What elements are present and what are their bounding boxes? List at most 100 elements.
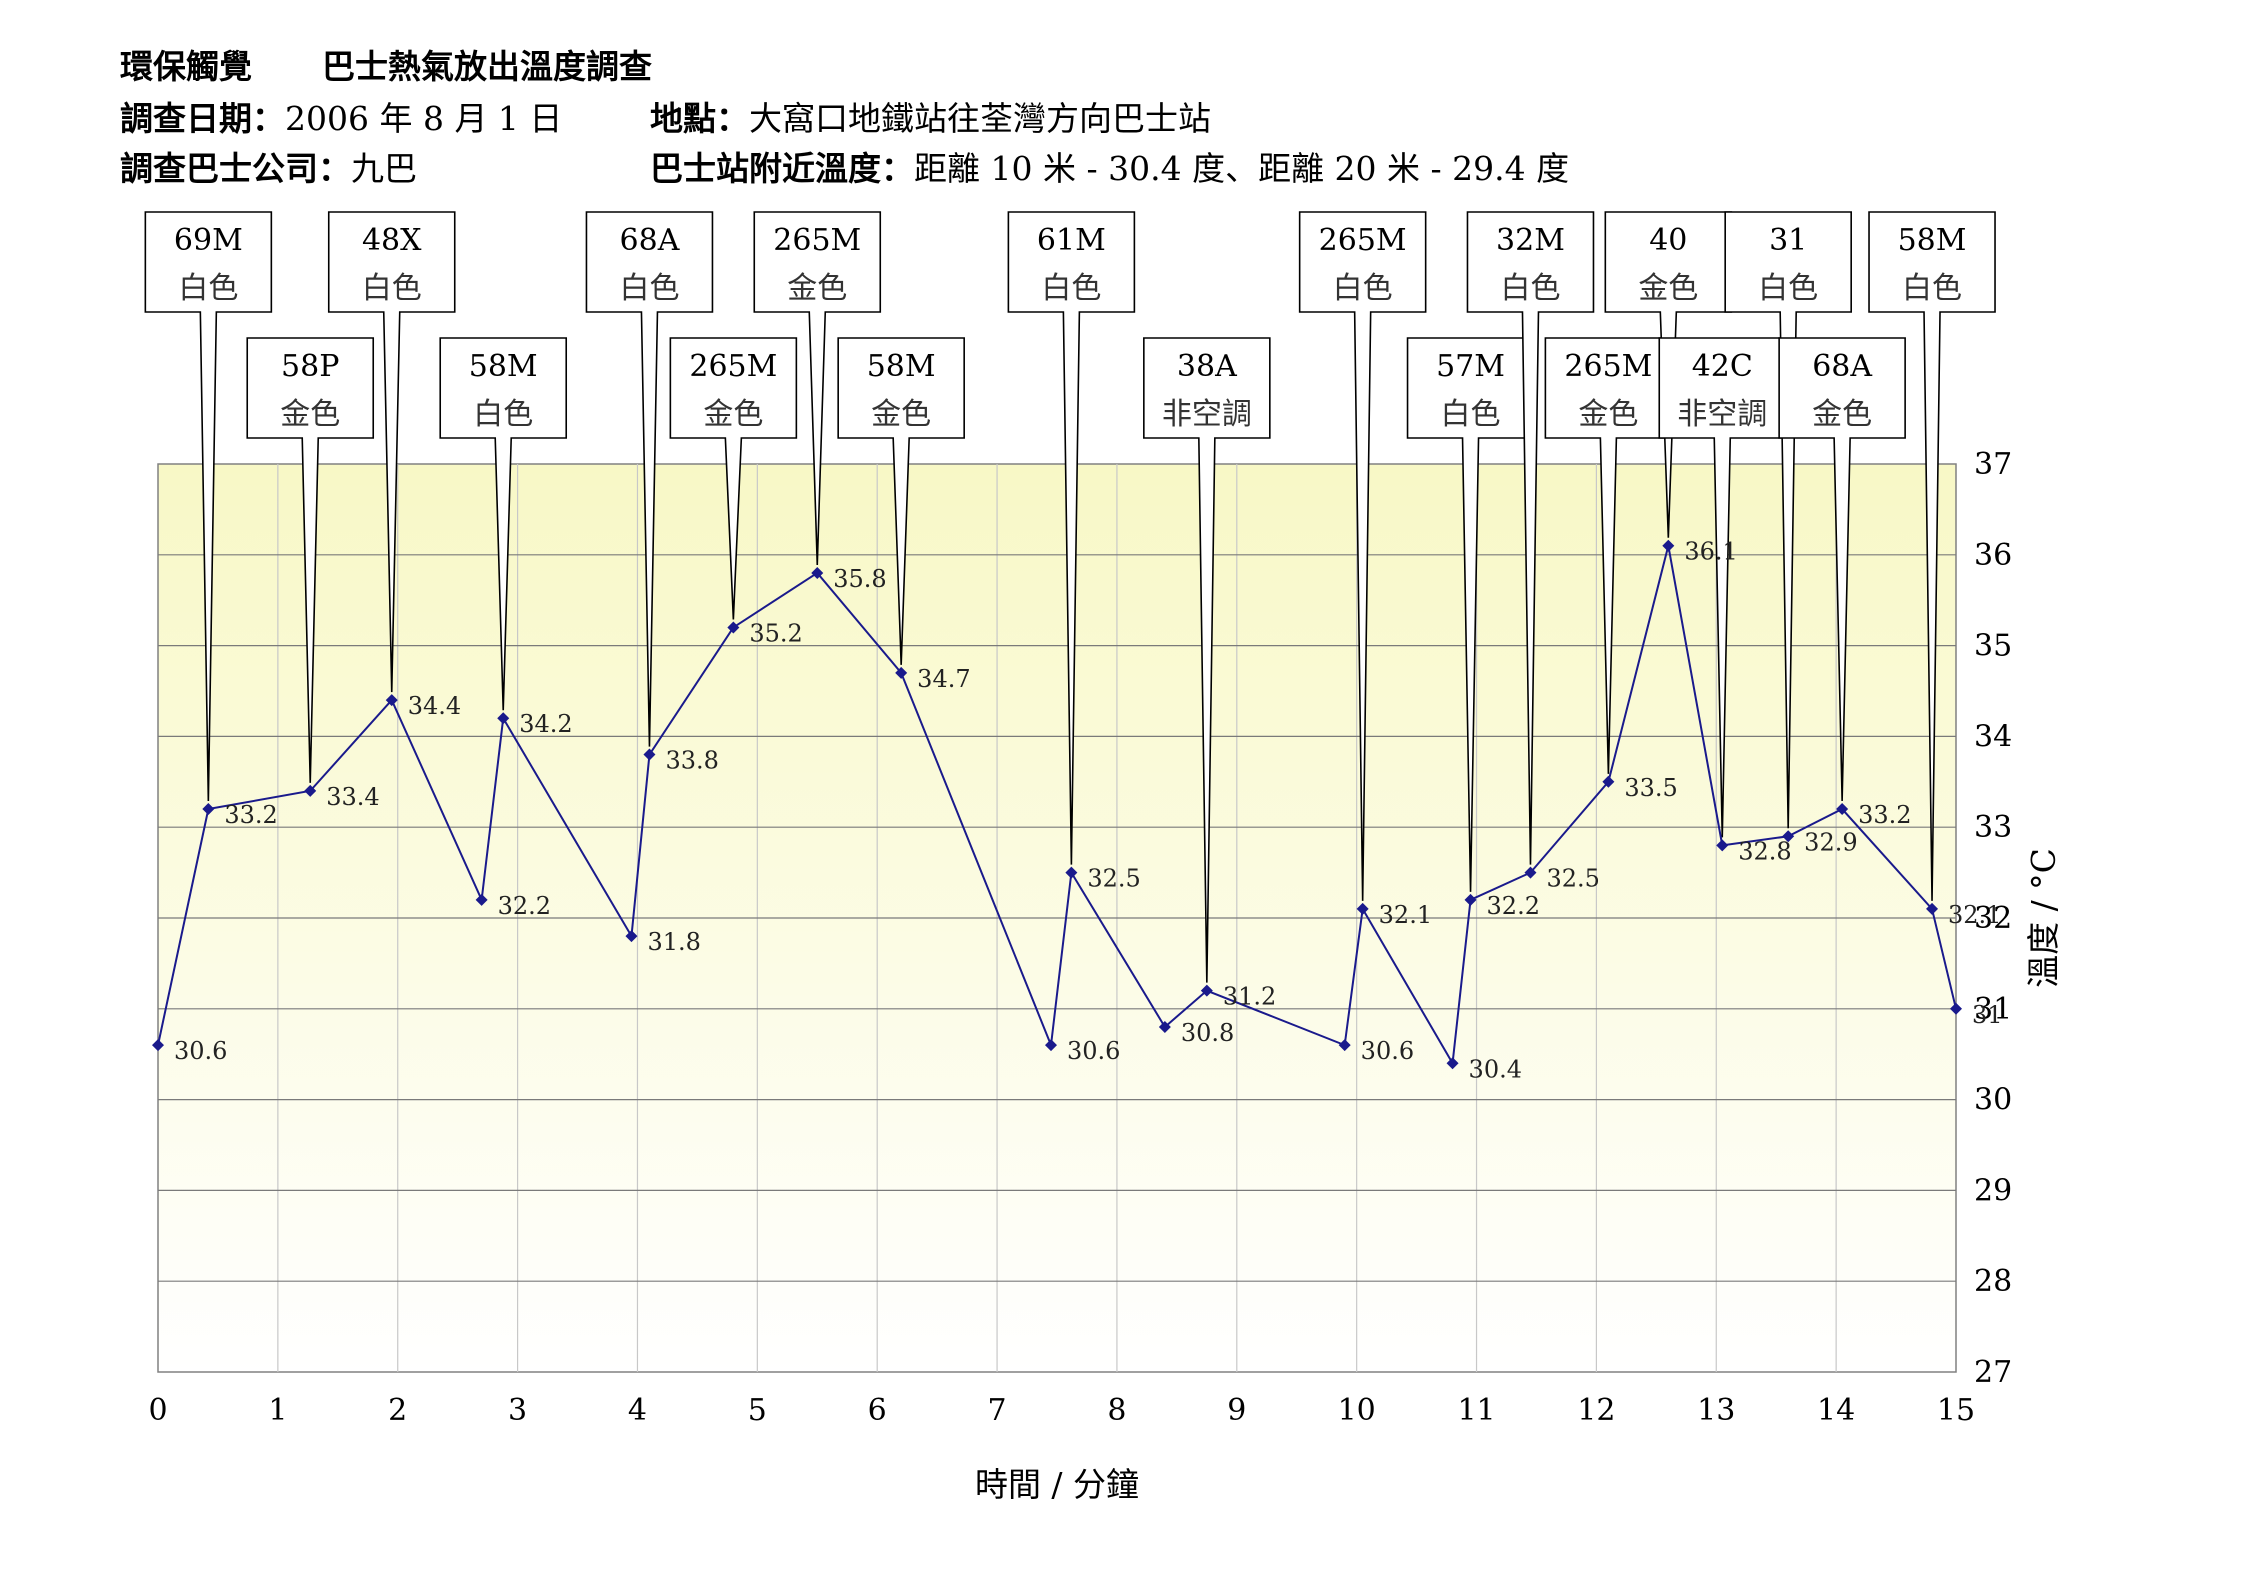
bus-callout: 265M 金色 xyxy=(753,211,882,565)
x-tick-label: 9 xyxy=(1227,1393,1246,1428)
y-tick-label: 27 xyxy=(1974,1355,2012,1390)
data-point-marker xyxy=(1200,984,1213,997)
data-point-label: 33.2 xyxy=(224,801,277,829)
y-tick-label: 36 xyxy=(1974,538,2012,573)
callout-bus-colour: 白色 xyxy=(1441,397,1501,432)
callout-box xyxy=(1868,211,1996,901)
y-tick-label: 32 xyxy=(1974,901,2012,936)
data-point-marker xyxy=(497,712,510,725)
bus-callout: 265M 金色 xyxy=(669,337,798,620)
bus-company: 調查巴士公司：九巴 xyxy=(120,142,417,190)
data-point-marker xyxy=(1836,803,1849,816)
callout-box xyxy=(1298,211,1427,901)
callout-box xyxy=(753,211,882,565)
callout-box xyxy=(1143,337,1271,983)
x-axis-title: 時間 / 分鐘 xyxy=(975,1465,1139,1504)
bus-callout: 58M 白色 xyxy=(1868,211,1996,901)
callout-route: 58M xyxy=(867,349,936,384)
x-tick-label: 3 xyxy=(508,1393,527,1428)
callout-bus-colour: 白色 xyxy=(619,271,679,306)
callout-route: 58M xyxy=(469,349,538,384)
callout-box xyxy=(1724,211,1852,829)
data-point-label: 32.2 xyxy=(1487,892,1540,920)
bus-callout: 58M 金色 xyxy=(837,337,965,665)
data-point-marker xyxy=(1065,866,1078,879)
axis-ticks: 0 1 2 3 4 5 6 7 8 9 10 11 12 13 14 15272829303132333435… xyxy=(148,447,2012,1428)
data-point-label: 30.6 xyxy=(1067,1037,1120,1065)
data-point-marker xyxy=(385,694,398,707)
x-tick-label: 14 xyxy=(1817,1393,1855,1428)
data-point-label: 32.8 xyxy=(1738,837,1791,865)
data-point-marker xyxy=(1716,839,1729,852)
callout-bus-colour: 金色 xyxy=(1578,397,1638,432)
ambient-temperature-label: 巴士站附近溫度： xyxy=(650,149,914,188)
bus-callout: 58M 白色 xyxy=(439,337,568,711)
data-point-label: 30.4 xyxy=(1469,1055,1522,1083)
survey-date-value: 2006 年 8 月 1 日 xyxy=(285,99,563,138)
callout-box xyxy=(1007,211,1136,865)
data-point-marker xyxy=(1446,1057,1459,1070)
x-tick-label: 12 xyxy=(1577,1393,1615,1428)
callout-box xyxy=(1778,337,1906,802)
data-point-marker xyxy=(1950,1002,1962,1015)
data-point-label: 32.2 xyxy=(498,892,551,920)
x-tick-label: 7 xyxy=(988,1393,1007,1428)
x-tick-label: 11 xyxy=(1457,1393,1495,1428)
data-point-marker xyxy=(1158,1020,1171,1033)
data-point-marker xyxy=(1045,1039,1058,1052)
callout-route: 265M xyxy=(1319,223,1407,258)
data-point-label: 33.8 xyxy=(665,747,718,775)
data-point-marker xyxy=(202,803,215,816)
callout-route: 32M xyxy=(1496,223,1565,258)
callout-bus-colour: 金色 xyxy=(871,397,931,432)
bus-callout: 42C 非空調 xyxy=(1658,337,1787,838)
callout-box xyxy=(144,211,273,802)
callout-route: 68A xyxy=(1812,349,1872,384)
callout-box xyxy=(327,211,456,693)
survey-location-value: 大窩口地鐵站往荃灣方向巴士站 xyxy=(749,99,1211,138)
data-point-label: 32.5 xyxy=(1087,865,1140,893)
data-point-marker xyxy=(1356,902,1369,915)
callout-bus-colour: 白色 xyxy=(1041,271,1101,306)
x-tick-label: 0 xyxy=(148,1393,167,1428)
data-point-label: 32.9 xyxy=(1804,828,1857,856)
callout-route: 58M xyxy=(1898,223,1967,258)
callout-route: 38A xyxy=(1177,349,1237,384)
y-tick-label: 33 xyxy=(1974,810,2012,845)
callout-route: 68A xyxy=(620,223,680,258)
org-name: 環保觸覺 xyxy=(120,47,252,86)
data-point-label: 34.2 xyxy=(519,710,572,738)
callout-box xyxy=(669,337,798,620)
data-point-label: 31.2 xyxy=(1223,983,1276,1011)
data-point-label: 31 xyxy=(1972,1001,2003,1029)
data-point-marker xyxy=(625,930,638,943)
x-tick-label: 2 xyxy=(388,1393,407,1428)
bus-callout: 265M 白色 xyxy=(1298,211,1427,901)
callout-bus-colour: 金色 xyxy=(787,271,847,306)
data-point-label: 31.8 xyxy=(647,928,700,956)
data-point-label: 36.1 xyxy=(1684,538,1737,566)
temperature-series: 30.6 33.2 33.4 34.4 32.2 34.2 31.8 33.8 35.2 35.8… xyxy=(152,538,2003,1083)
bus-company-value: 九巴 xyxy=(351,149,417,188)
callout-bus-colour: 白色 xyxy=(473,397,533,432)
callout-route: 69M xyxy=(174,223,243,258)
y-axis-title: 溫度 / °C xyxy=(2024,848,2063,988)
data-point-label: 32.1 xyxy=(1379,901,1432,929)
callout-route: 265M xyxy=(689,349,777,384)
data-point-label: 33.4 xyxy=(326,783,379,811)
axis-titles: 時間 / 分鐘 溫度 / °C xyxy=(975,848,2063,1504)
callout-bus-colour: 金色 xyxy=(703,397,763,432)
callout-box xyxy=(439,337,568,711)
x-tick-label: 6 xyxy=(868,1393,887,1428)
data-point-label: 32.5 xyxy=(1546,865,1599,893)
callout-bus-colour: 白色 xyxy=(1758,271,1818,306)
callout-route: 48X xyxy=(362,223,422,258)
x-tick-label: 4 xyxy=(628,1393,647,1428)
bus-company-label: 調查巴士公司： xyxy=(120,149,351,188)
bus-callouts: 69M白色58P金色48X白色58M白色68A白色265M金色265M金色58M… xyxy=(144,211,1996,983)
x-tick-label: 13 xyxy=(1697,1393,1735,1428)
bus-callout: 61M 白色 xyxy=(1007,211,1136,865)
data-point-marker xyxy=(475,893,488,906)
callout-route: 42C xyxy=(1692,349,1753,384)
